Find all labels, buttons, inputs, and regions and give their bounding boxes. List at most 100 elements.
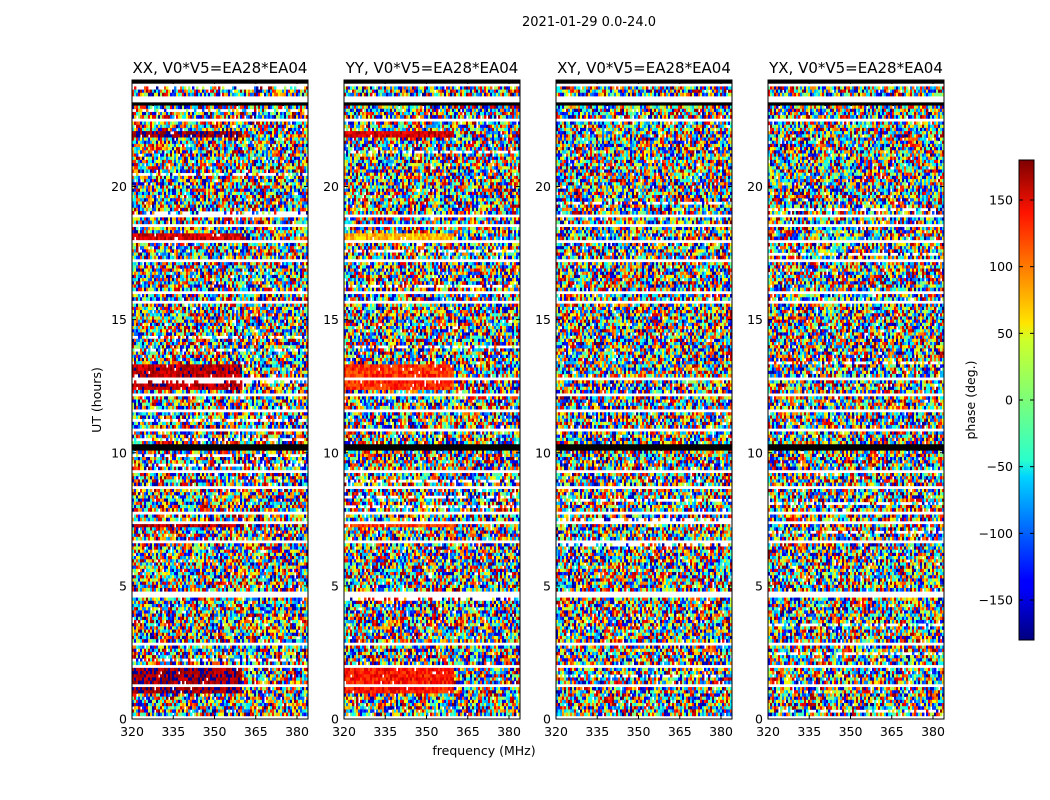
heatmap-cell	[180, 211, 182, 215]
heatmap-cell	[280, 106, 282, 110]
heatmap-cell	[190, 269, 192, 273]
heatmap-cell	[156, 253, 158, 257]
heatmap-cell	[182, 192, 184, 196]
heatmap-cell	[156, 153, 158, 157]
heatmap-cell	[262, 157, 264, 161]
heatmap-cell	[278, 243, 280, 247]
heatmap-cell	[210, 284, 212, 288]
heatmap-cell	[224, 243, 226, 247]
heatmap-cell	[250, 157, 252, 161]
heatmap-cell	[248, 198, 250, 202]
heatmap-cell	[274, 86, 276, 90]
heatmap-cell	[138, 281, 140, 285]
heatmap-cell	[260, 93, 262, 97]
heatmap-cell	[282, 173, 284, 177]
heatmap-cell	[304, 185, 306, 189]
heatmap-cell	[214, 265, 216, 269]
heatmap-cell	[168, 90, 170, 94]
heatmap-cell	[166, 163, 168, 167]
heatmap-cell	[196, 86, 198, 90]
heatmap-cell	[198, 173, 200, 177]
heatmap-cell	[202, 173, 204, 177]
heatmap-cell	[230, 90, 232, 94]
heatmap-cell	[136, 246, 138, 250]
heatmap-cell	[174, 128, 176, 132]
heatmap-cell	[294, 86, 296, 90]
heatmap-cell	[280, 160, 282, 164]
heatmap-cell	[178, 173, 180, 177]
heatmap-cell	[172, 115, 174, 119]
heatmap-cell	[210, 233, 212, 237]
heatmap-cell	[232, 205, 234, 209]
heatmap-cell	[248, 313, 250, 317]
heatmap-cell	[194, 109, 196, 113]
heatmap-cell	[138, 294, 140, 298]
heatmap-cell	[244, 198, 246, 202]
heatmap-cell	[298, 288, 300, 292]
heatmap-cell	[190, 160, 192, 164]
heatmap-cell	[208, 166, 210, 170]
heatmap-cell	[150, 246, 152, 250]
heatmap-cell	[236, 211, 238, 215]
heatmap-cell	[254, 109, 256, 113]
heatmap-cell	[146, 134, 148, 138]
heatmap-cell	[286, 182, 288, 186]
heatmap-cell	[240, 176, 242, 180]
heatmap-cell	[182, 243, 184, 247]
heatmap-cell	[248, 208, 250, 212]
heatmap-cell	[278, 262, 280, 266]
heatmap-cell	[200, 262, 202, 266]
heatmap-cell	[152, 307, 154, 311]
heatmap-cell	[214, 86, 216, 90]
heatmap-cell	[212, 160, 214, 164]
heatmap-cell	[168, 211, 170, 215]
heatmap-cell	[240, 269, 242, 273]
heatmap-cell	[172, 246, 174, 250]
heatmap-cell	[174, 310, 176, 314]
heatmap-cell	[232, 134, 234, 138]
heatmap-cell	[150, 106, 152, 110]
heatmap-cell	[296, 233, 298, 237]
heatmap-cell	[270, 157, 272, 161]
heatmap-cell	[280, 138, 282, 142]
heatmap-cell	[204, 163, 206, 167]
heatmap-cell	[302, 112, 304, 116]
heatmap-cell	[242, 211, 244, 215]
heatmap-cell	[288, 122, 290, 126]
heatmap-cell	[286, 198, 288, 202]
heatmap-cell	[212, 281, 214, 285]
heatmap-cell	[232, 310, 234, 314]
heatmap-cell	[138, 179, 140, 183]
heatmap-cell	[272, 160, 274, 164]
heatmap-cell	[230, 217, 232, 221]
heatmap-cell	[274, 253, 276, 257]
heatmap-cell	[172, 237, 174, 241]
heatmap-cell	[168, 131, 170, 135]
heatmap-cell	[178, 144, 180, 148]
heatmap-cell	[184, 86, 186, 90]
heatmap-cell	[244, 272, 246, 276]
heatmap-cell	[154, 169, 156, 173]
heatmap-cell	[172, 275, 174, 279]
heatmap-cell	[172, 243, 174, 247]
heatmap-cell	[186, 182, 188, 186]
heatmap-cell	[170, 253, 172, 257]
heatmap-cell	[206, 90, 208, 94]
heatmap-cell	[250, 141, 252, 145]
heatmap-cell	[286, 253, 288, 257]
heatmap-cell	[206, 227, 208, 231]
heatmap-cell	[302, 109, 304, 113]
heatmap-cell	[232, 115, 234, 119]
heatmap-cell	[166, 243, 168, 247]
flagged-row	[132, 102, 308, 106]
heatmap-cell	[196, 211, 198, 215]
heatmap-cell	[242, 115, 244, 119]
heatmap-cell	[152, 265, 154, 269]
heatmap-cell	[234, 86, 236, 90]
heatmap-cell	[256, 211, 258, 215]
heatmap-cell	[250, 278, 252, 282]
heatmap-cell	[212, 173, 214, 177]
heatmap-cell	[262, 211, 264, 215]
heatmap-cell	[212, 179, 214, 183]
